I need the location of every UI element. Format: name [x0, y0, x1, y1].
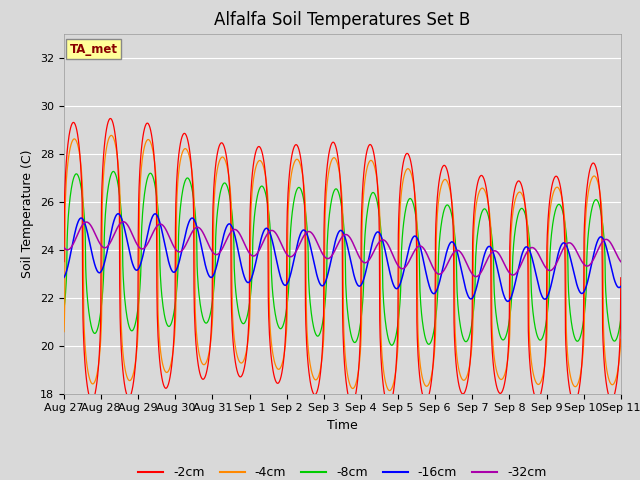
- X-axis label: Time: Time: [327, 419, 358, 432]
- Legend: -2cm, -4cm, -8cm, -16cm, -32cm: -2cm, -4cm, -8cm, -16cm, -32cm: [133, 461, 552, 480]
- Title: Alfalfa Soil Temperatures Set B: Alfalfa Soil Temperatures Set B: [214, 11, 470, 29]
- Text: TA_met: TA_met: [70, 43, 118, 56]
- Y-axis label: Soil Temperature (C): Soil Temperature (C): [22, 149, 35, 278]
